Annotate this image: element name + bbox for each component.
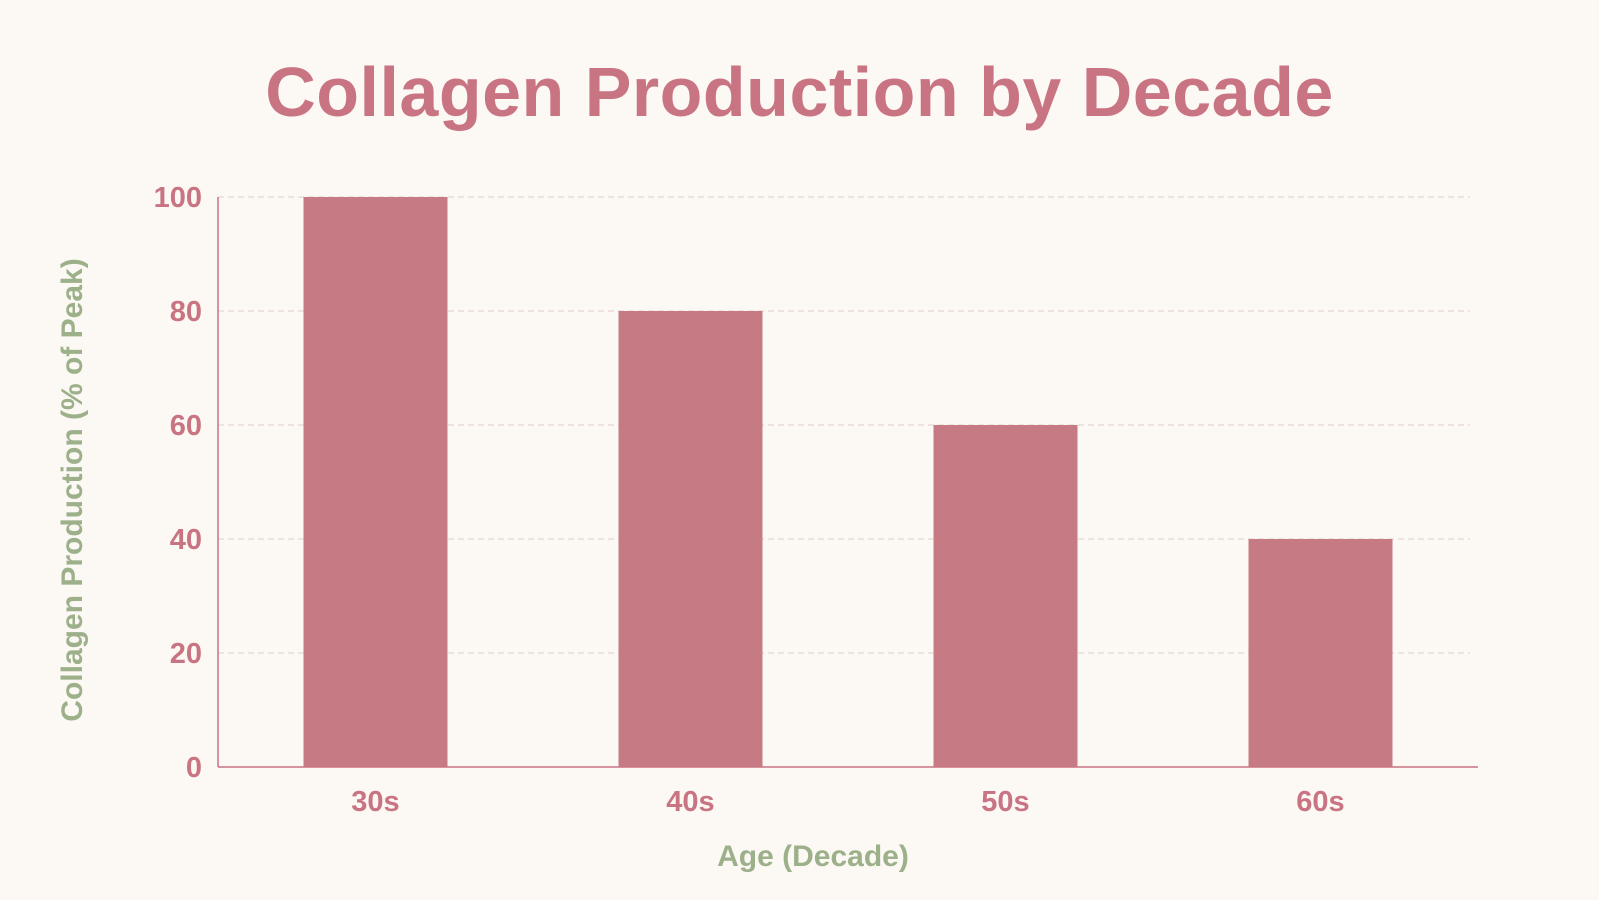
y-tick-label: 0	[186, 752, 202, 784]
x-tick-label: 30s	[351, 786, 399, 818]
bars	[303, 197, 1393, 767]
y-axis-title: Collagen Production (% of Peak)	[56, 258, 89, 721]
y-tick-label: 60	[170, 410, 202, 442]
x-tick-label: 60s	[1296, 786, 1344, 818]
x-tick-labels: 30s 40s 50s 60s	[351, 786, 1344, 818]
y-tick-label: 40	[170, 524, 202, 556]
x-tick-label: 40s	[666, 786, 714, 818]
bar-60s	[1248, 539, 1393, 767]
y-tick-label: 20	[170, 638, 202, 670]
chart-title: Collagen Production by Decade	[265, 53, 1334, 131]
y-tick-label: 100	[154, 182, 202, 214]
x-tick-label: 50s	[981, 786, 1029, 818]
y-tick-label: 80	[170, 296, 202, 328]
bar-50s	[933, 425, 1078, 767]
y-tick-labels: 0 20 40 60 80 100	[154, 182, 202, 784]
x-axis-title: Age (Decade)	[717, 840, 909, 873]
bar-40s	[618, 311, 763, 767]
bar-30s	[303, 197, 448, 767]
